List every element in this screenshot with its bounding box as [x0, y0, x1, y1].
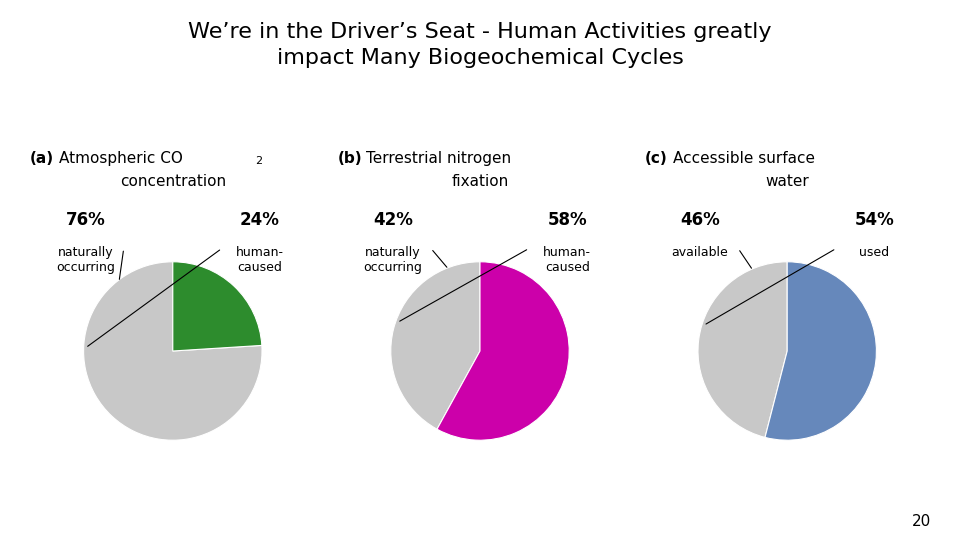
Text: We’re in the Driver’s Seat - Human Activities greatly
impact Many Biogeochemical: We’re in the Driver’s Seat - Human Activ…: [188, 22, 772, 68]
Text: fixation: fixation: [451, 174, 509, 189]
Text: used: used: [859, 246, 890, 259]
Text: available: available: [672, 246, 729, 259]
Wedge shape: [698, 262, 787, 437]
Wedge shape: [391, 262, 480, 429]
Wedge shape: [437, 262, 569, 440]
Text: (a): (a): [30, 151, 54, 166]
Text: 58%: 58%: [547, 212, 588, 230]
Text: 20: 20: [912, 514, 931, 529]
Text: Atmospheric CO: Atmospheric CO: [59, 151, 182, 166]
Text: (c): (c): [644, 151, 667, 166]
Text: human-
caused: human- caused: [236, 246, 284, 274]
Wedge shape: [84, 262, 262, 440]
Text: 76%: 76%: [65, 212, 106, 230]
Text: Terrestrial nitrogen: Terrestrial nitrogen: [366, 151, 511, 166]
Wedge shape: [173, 262, 262, 351]
Wedge shape: [765, 262, 876, 440]
Text: concentration: concentration: [120, 174, 226, 189]
Text: 54%: 54%: [854, 212, 895, 230]
Text: water: water: [765, 174, 809, 189]
Text: naturally
occurring: naturally occurring: [56, 246, 115, 274]
Text: 46%: 46%: [680, 212, 720, 230]
Text: 42%: 42%: [372, 212, 413, 230]
Text: 2: 2: [255, 156, 262, 166]
Text: 24%: 24%: [240, 212, 280, 230]
Text: Accessible surface: Accessible surface: [673, 151, 815, 166]
Text: (b): (b): [337, 151, 362, 166]
Text: human-
caused: human- caused: [543, 246, 591, 274]
Text: naturally
occurring: naturally occurring: [363, 246, 422, 274]
